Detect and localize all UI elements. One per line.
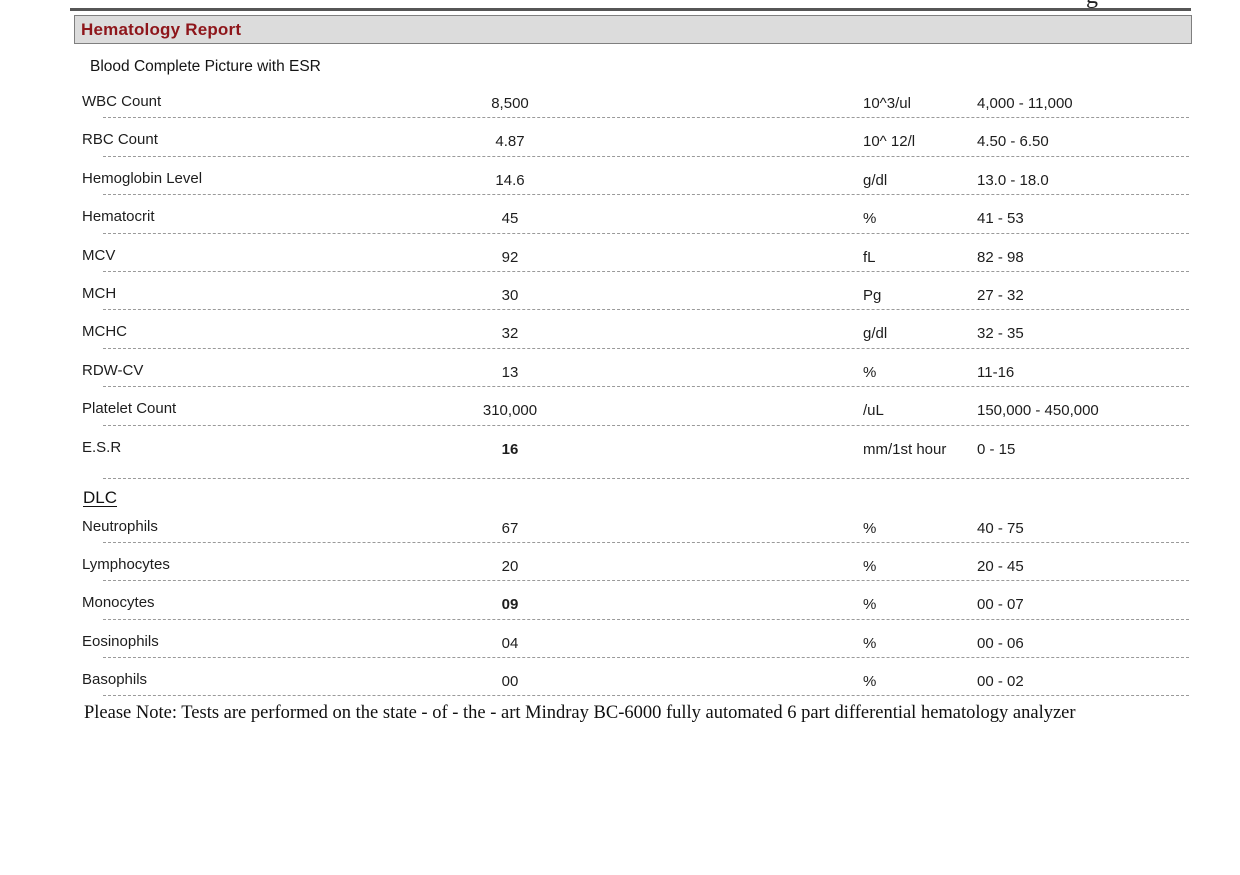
test-value: 310,000 (482, 402, 538, 420)
clipped-top-edge-text: g (1086, 0, 1098, 10)
test-unit: /uL (863, 402, 884, 420)
dlc-heading-label: DLC (83, 487, 118, 507)
test-name: Neutrophils (82, 517, 158, 535)
test-reference-range: 00 - 07 (977, 596, 1024, 614)
test-unit: 10^3/ul (863, 95, 911, 112)
report-header-bar: Hematology Report (74, 15, 1192, 44)
table-row: WBC Count 8,500 10^3/ul 4,000 - 11,000 (70, 80, 1192, 119)
table-row: Monocytes 09 % 00 - 07 (70, 581, 1192, 621)
test-unit: % (863, 596, 877, 614)
test-unit: 10^ 12/l (863, 133, 916, 151)
test-unit: Pg (863, 286, 882, 304)
test-name: RBC Count (82, 131, 158, 149)
test-value: 67 (501, 519, 519, 537)
table-row: E.S.R 16 mm/1st hour 0 - 15 (70, 426, 1192, 479)
test-reference-range: 13.0 - 18.0 (977, 171, 1049, 189)
test-name: Eosinophils (82, 632, 159, 650)
test-name: Hemoglobin Level (82, 169, 203, 187)
test-reference-range: 00 - 06 (977, 634, 1024, 652)
main-results-section: WBC Count 8,500 10^3/ul 4,000 - 11,000 R… (70, 80, 1192, 479)
test-reference-range: 11-16 (977, 363, 1015, 381)
table-row: Platelet Count 310,000 /uL 150,000 - 450… (70, 387, 1192, 426)
test-name: MCHC (82, 323, 127, 341)
test-reference-range: 4.50 - 6.50 (977, 133, 1049, 151)
test-name: Hematocrit (82, 208, 155, 226)
test-unit: % (863, 519, 877, 537)
table-row: Lymphocytes 20 % 20 - 45 (70, 543, 1192, 582)
test-value: 45 (501, 210, 519, 228)
test-value: 00 (501, 673, 519, 691)
test-value: 32 (501, 325, 519, 343)
test-value: 14.6 (495, 171, 525, 189)
table-row: MCV 92 fL 82 - 98 (70, 234, 1192, 273)
test-name: RDW-CV (82, 361, 144, 379)
table-row: Hemoglobin Level 14.6 g/dl 13.0 - 18.0 (70, 157, 1192, 196)
test-value: 13 (501, 363, 519, 381)
dlc-results-section: Neutrophils 67 % 40 - 75 Lymphocytes 20 … (70, 505, 1192, 697)
test-unit: % (863, 363, 877, 381)
test-unit: % (863, 557, 877, 575)
test-unit: % (863, 634, 877, 652)
test-reference-range: 150,000 - 450,000 (977, 402, 1099, 420)
test-unit: % (863, 673, 877, 691)
test-reference-range: 41 - 53 (977, 210, 1024, 228)
test-name: MCV (82, 246, 116, 264)
test-name: E.S.R (82, 438, 122, 456)
table-row: Eosinophils 04 % 00 - 06 (70, 620, 1192, 659)
test-reference-range: 4,000 - 11,000 (977, 95, 1073, 112)
test-unit: fL (863, 248, 876, 266)
test-unit: mm/1st hour (863, 440, 947, 458)
test-value: 4.87 (495, 133, 525, 151)
test-value: 8,500 (491, 95, 529, 112)
dlc-section-heading: DLC (70, 479, 1192, 507)
table-row: RDW-CV 13 % 11-16 (70, 349, 1192, 388)
table-row: MCH 30 Pg 27 - 32 (70, 272, 1192, 311)
test-reference-range: 82 - 98 (977, 248, 1024, 266)
test-name: Lymphocytes (82, 555, 170, 573)
test-unit: % (863, 210, 877, 228)
test-value: 04 (501, 634, 519, 652)
test-name: MCH (82, 284, 117, 302)
test-reference-range: 27 - 32 (977, 286, 1024, 304)
test-value: 16 (501, 440, 519, 458)
test-value: 92 (501, 248, 519, 266)
table-row: Hematocrit 45 % 41 - 53 (70, 195, 1192, 234)
top-divider-rule (70, 8, 1191, 11)
test-name: Basophils (82, 671, 148, 689)
test-unit: g/dl (863, 171, 888, 189)
test-unit: g/dl (863, 325, 888, 343)
table-row: Basophils 00 % 00 - 02 (70, 658, 1192, 697)
test-name: Platelet Count (82, 400, 177, 418)
footer-note: Please Note: Tests are performed on the … (84, 703, 1076, 723)
table-row: RBC Count 4.87 10^ 12/l 4.50 - 6.50 (70, 118, 1192, 158)
test-value: 20 (501, 557, 519, 575)
table-row: MCHC 32 g/dl 32 - 35 (70, 310, 1192, 350)
test-reference-range: 32 - 35 (977, 325, 1024, 343)
test-reference-range: 0 - 15 (977, 440, 1016, 458)
test-value: 30 (501, 286, 519, 304)
test-reference-range: 40 - 75 (977, 519, 1024, 537)
results-table: WBC Count 8,500 10^3/ul 4,000 - 11,000 R… (70, 80, 1192, 697)
table-row: Neutrophils 67 % 40 - 75 (70, 505, 1192, 544)
test-reference-range: 20 - 45 (977, 557, 1024, 575)
report-subtitle: Blood Complete Picture with ESR (90, 58, 321, 75)
test-reference-range: 00 - 02 (977, 673, 1024, 691)
test-value: 09 (501, 596, 519, 614)
report-title: Hematology Report (81, 19, 242, 39)
test-name: WBC Count (82, 93, 162, 110)
test-name: Monocytes (82, 594, 155, 612)
